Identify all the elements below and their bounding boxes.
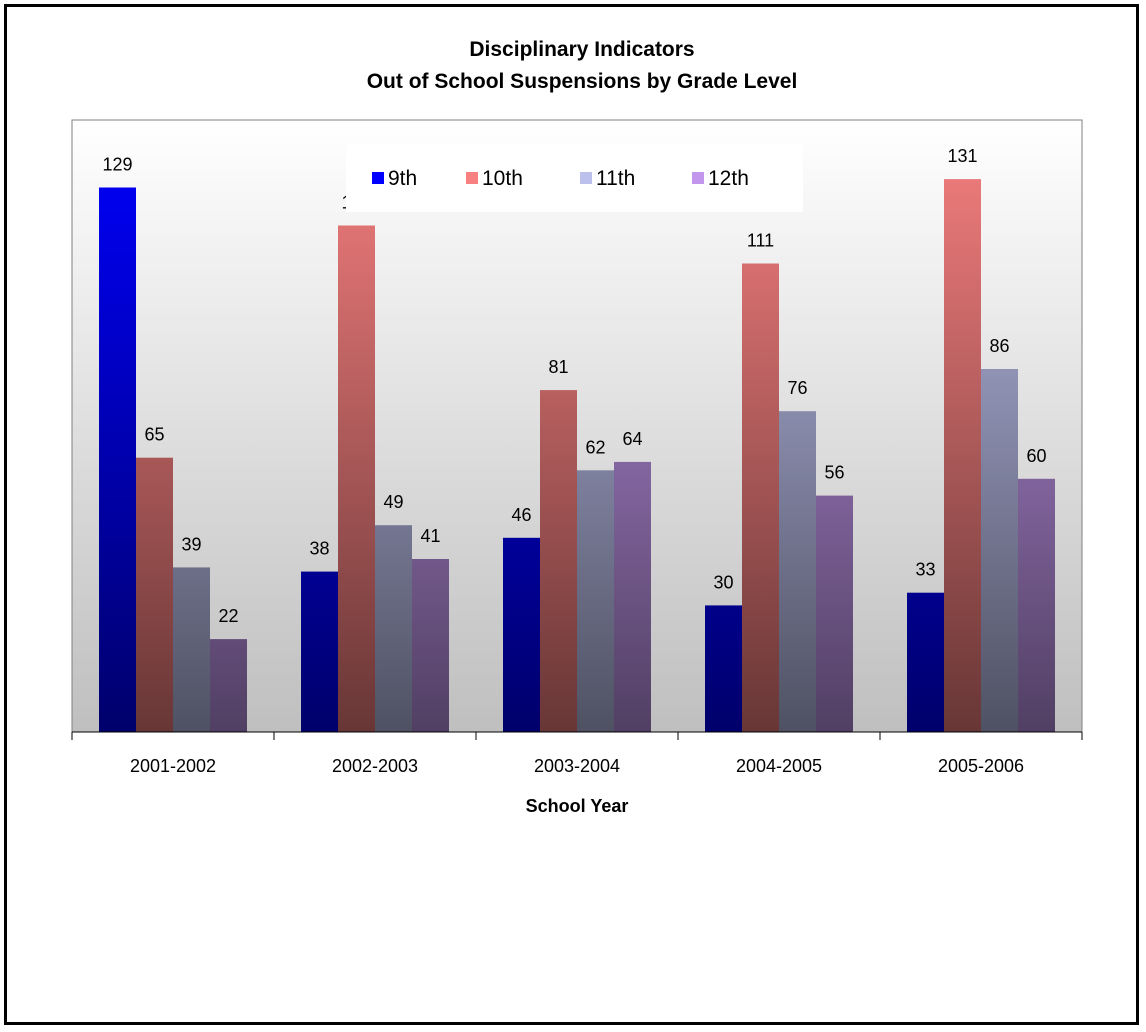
data-label-9th-2003-2004: 46 bbox=[511, 505, 531, 525]
bar-9th-2002-2003 bbox=[301, 571, 338, 732]
data-label-9th-2001-2002: 129 bbox=[102, 155, 132, 175]
legend-label-11th: 11th bbox=[596, 167, 635, 190]
x-axis-title: School Year bbox=[526, 796, 629, 816]
data-label-11th-2001-2002: 39 bbox=[181, 534, 201, 554]
data-label-9th-2002-2003: 38 bbox=[309, 539, 329, 559]
legend-label-10th: 10th bbox=[482, 167, 523, 190]
data-label-11th-2002-2003: 49 bbox=[383, 492, 403, 512]
data-label-9th-2005-2006: 33 bbox=[915, 560, 935, 580]
bar-12th-2003-2004 bbox=[614, 461, 651, 732]
chart-title-line-1: Disciplinary Indicators bbox=[469, 38, 694, 61]
bar-10th-2002-2003 bbox=[338, 225, 375, 732]
bar-10th-2004-2005 bbox=[742, 263, 779, 732]
bar-12th-2005-2006 bbox=[1018, 478, 1055, 732]
x-tick-label: 2005-2006 bbox=[938, 756, 1024, 776]
data-label-12th-2002-2003: 41 bbox=[420, 526, 440, 546]
legend-label-9th: 9th bbox=[388, 167, 417, 190]
data-label-12th-2005-2006: 60 bbox=[1026, 446, 1046, 466]
x-tick-label: 2002-2003 bbox=[332, 756, 418, 776]
data-label-10th-2005-2006: 131 bbox=[947, 146, 977, 166]
data-label-12th-2001-2002: 22 bbox=[218, 606, 238, 626]
bar-11th-2002-2003 bbox=[375, 525, 412, 732]
data-label-12th-2004-2005: 56 bbox=[824, 463, 844, 483]
legend-swatch-10th bbox=[466, 172, 478, 184]
bar-9th-2003-2004 bbox=[503, 537, 540, 732]
data-label-10th-2004-2005: 111 bbox=[747, 231, 774, 251]
data-label-11th-2004-2005: 76 bbox=[787, 378, 807, 398]
legend-swatch-12th bbox=[692, 172, 704, 184]
bar-12th-2004-2005 bbox=[816, 495, 853, 732]
x-tick-label: 2001-2002 bbox=[130, 756, 216, 776]
data-label-11th-2005-2006: 86 bbox=[989, 336, 1009, 356]
x-axis-ticks: 2001-2002 2002-2003 2003-2004 2004-2005 2005… bbox=[71, 732, 1083, 776]
bar-11th-2001-2002 bbox=[173, 567, 210, 732]
chart-title-line-2: Out of School Suspensions by Grade Level bbox=[367, 70, 798, 93]
bar-10th-2005-2006 bbox=[944, 179, 981, 733]
data-label-10th-2003-2004: 81 bbox=[548, 357, 568, 377]
bar-11th-2005-2006 bbox=[981, 369, 1018, 732]
data-label-10th-2001-2002: 65 bbox=[144, 425, 164, 445]
legend: 9th 10th 11th 12th bbox=[372, 167, 749, 190]
bar-11th-2004-2005 bbox=[779, 411, 816, 732]
bar-9th-2001-2002 bbox=[99, 187, 136, 732]
data-label-9th-2004-2005: 30 bbox=[713, 572, 733, 592]
bar-11th-2003-2004 bbox=[577, 470, 614, 732]
data-label-12th-2003-2004: 64 bbox=[622, 429, 642, 449]
bar-12th-2002-2003 bbox=[412, 559, 449, 732]
x-tick-label: 2004-2005 bbox=[736, 756, 822, 776]
bar-9th-2005-2006 bbox=[907, 592, 944, 732]
legend-label-12th: 12th bbox=[708, 167, 749, 190]
legend-swatch-9th bbox=[372, 172, 384, 184]
bar-10th-2003-2004 bbox=[540, 390, 577, 732]
x-tick-label: 2003-2004 bbox=[534, 756, 620, 776]
bar-10th-2001-2002 bbox=[136, 457, 173, 732]
value-labels-layer: 1296539223812049414681626430111765633131… bbox=[102, 146, 1046, 626]
bar-12th-2001-2002 bbox=[210, 639, 247, 732]
data-label-11th-2003-2004: 62 bbox=[585, 437, 605, 457]
bars-layer bbox=[99, 179, 1055, 733]
bar-9th-2004-2005 bbox=[705, 605, 742, 732]
legend-box bbox=[346, 144, 803, 212]
legend-swatch-11th bbox=[580, 172, 592, 184]
